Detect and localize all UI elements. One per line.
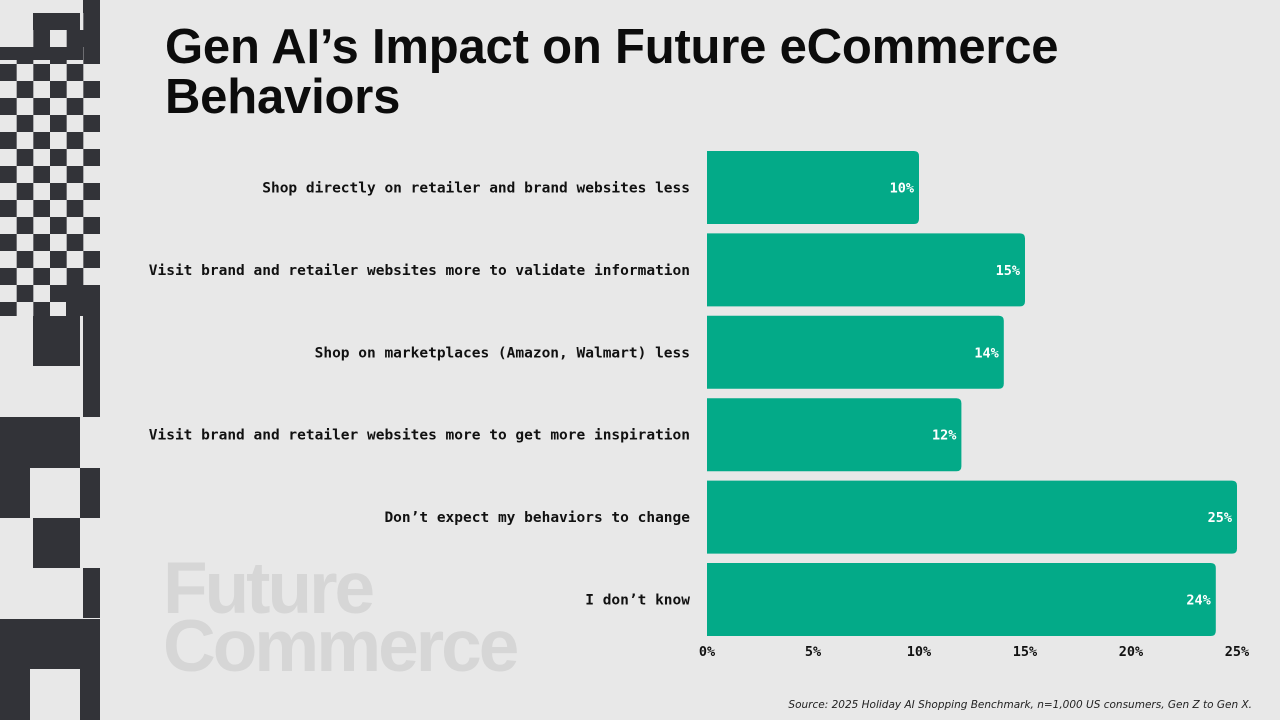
decor-block [0, 302, 16, 316]
decor-block [33, 166, 50, 183]
bar-value-label: 25% [1208, 510, 1233, 526]
decor-block [0, 669, 30, 720]
category-label: Visit brand and retailer websites more t… [149, 263, 690, 279]
checker-pattern-decoration [0, 0, 100, 720]
category-label: I don’t know [585, 593, 690, 609]
decor-block [80, 468, 100, 518]
x-tick-label: 10% [907, 644, 932, 660]
decor-block [66, 200, 84, 217]
decor-block [0, 234, 17, 251]
bar-value-label: 12% [932, 428, 957, 444]
x-tick-label: 5% [805, 644, 822, 660]
bar [707, 151, 919, 224]
bar [707, 480, 1237, 554]
decor-block [83, 568, 100, 618]
decor-block [0, 47, 83, 60]
decor-block [66, 268, 84, 285]
decor-block [0, 619, 80, 669]
decor-block [83, 316, 100, 366]
source-note: Source: 2025 Holiday AI Shopping Benchma… [788, 699, 1252, 711]
bar-value-label: 14% [974, 345, 999, 361]
decor-block [0, 468, 30, 518]
decor-block [0, 132, 17, 149]
decor-block [0, 166, 17, 183]
decor-block [66, 132, 84, 149]
page-title-line-2: Behaviors [165, 70, 401, 124]
decor-block [83, 251, 100, 268]
category-label: Shop on marketplaces (Amazon, Walmart) l… [315, 345, 690, 361]
decor-block [16, 81, 34, 98]
decor-block [83, 217, 100, 234]
decor-block [33, 30, 50, 47]
bar [707, 315, 1004, 389]
decor-block [50, 217, 67, 234]
decor-block [0, 268, 17, 285]
bar-value-label: 15% [996, 263, 1021, 279]
decor-block [83, 115, 100, 132]
decor-block [0, 200, 17, 217]
decor-block [33, 13, 80, 30]
bar [707, 233, 1025, 307]
decor-block [83, 149, 100, 166]
decor-block [33, 518, 80, 568]
decor-block [66, 285, 100, 316]
category-label: Visit brand and retailer websites more t… [149, 428, 690, 444]
decor-block [83, 183, 100, 200]
decor-block [66, 98, 84, 115]
decor-block [83, 0, 100, 13]
decor-block [0, 64, 17, 81]
decor-block [50, 183, 67, 200]
category-label: Don’t expect my behaviors to change [384, 510, 690, 526]
decor-block [16, 115, 34, 132]
brand-logo-line-2: Commerce [163, 606, 519, 687]
brand-logo-line-1: Future [163, 548, 375, 629]
decor-block [50, 285, 67, 302]
decor-block [83, 47, 100, 64]
decor-block [0, 417, 80, 468]
decor-block [50, 149, 67, 166]
decor-block [33, 268, 50, 285]
decor-block [33, 98, 50, 115]
decor-block [33, 200, 50, 217]
decor-block [0, 98, 17, 115]
decor-block [83, 366, 100, 417]
decor-block [16, 217, 34, 234]
x-tick-label: 20% [1119, 644, 1144, 660]
page-title: Gen AI’s Impact on Future eCommerce Beha… [165, 20, 1059, 124]
decor-block [66, 166, 84, 183]
decor-block [16, 149, 34, 166]
decor-block [33, 234, 50, 251]
decor-block [33, 316, 80, 366]
brand-logo: Future Commerce [163, 548, 519, 687]
x-tick-label: 0% [699, 644, 716, 660]
decor-block [66, 234, 84, 251]
decor-block [33, 302, 50, 316]
page-title-line-1: Gen AI’s Impact on Future eCommerce [165, 20, 1059, 74]
decor-block [83, 81, 100, 98]
decor-block [66, 30, 84, 47]
decor-block [33, 64, 50, 81]
x-tick-label: 25% [1225, 644, 1250, 660]
decor-block [16, 285, 34, 302]
bar [707, 398, 962, 472]
decor-block [16, 251, 34, 268]
decor-block [83, 30, 100, 47]
decor-block [83, 13, 100, 30]
decor-block [80, 619, 100, 720]
decor-block [50, 251, 67, 268]
bar [707, 563, 1216, 636]
bar-value-label: 24% [1186, 593, 1211, 609]
decor-block [16, 183, 34, 200]
decor-block [50, 81, 67, 98]
x-tick-label: 15% [1013, 644, 1038, 660]
decor-block [50, 115, 67, 132]
bar-value-label: 10% [890, 181, 915, 197]
decor-block [66, 64, 84, 81]
category-label: Shop directly on retailer and brand webs… [262, 181, 690, 197]
decor-block [33, 132, 50, 149]
